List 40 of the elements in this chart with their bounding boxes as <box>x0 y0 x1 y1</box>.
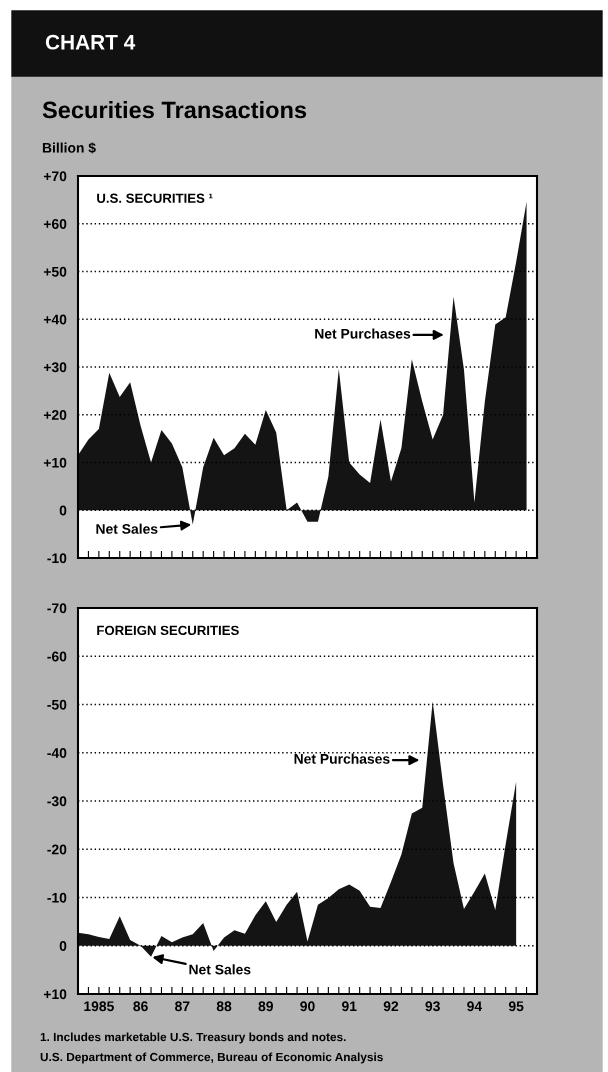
text: FOREIGN SECURITIES <box>97 625 239 636</box>
y-tick-label: -10 <box>47 553 67 564</box>
y-tick-label: +10 <box>43 457 67 468</box>
x-tick-label: 92 <box>383 1001 399 1012</box>
annotation: Net Purchases <box>294 753 390 764</box>
y-tick-label: 0 <box>59 941 67 951</box>
y-tick-label: -20 <box>47 844 67 855</box>
y-axis-title: Billion $ <box>42 142 96 154</box>
chart-title: Securities Transactions <box>42 101 307 119</box>
y-tick-label: 0 <box>59 505 67 516</box>
caption: CHART 4 <box>45 34 136 50</box>
y-tick-label: -70 <box>47 603 67 614</box>
annotation: Net Sales <box>189 964 251 975</box>
x-tick-label: 91 <box>341 1001 357 1012</box>
text: 1. Includes marketable U.S. Treasury bonds and notes. <box>40 1032 346 1044</box>
y-tick-label: +60 <box>43 219 67 229</box>
x-tick-label: 93 <box>425 1001 440 1012</box>
x-tick-label: 86 <box>133 1001 148 1012</box>
y-tick-label: -60 <box>47 651 67 662</box>
x-tick-label: 94 <box>467 1001 483 1012</box>
y-tick-label: +20 <box>43 410 67 420</box>
y-tick-label: +10 <box>43 989 67 1000</box>
annotation: Net Purchases <box>315 328 411 339</box>
y-tick-label: +30 <box>43 362 67 373</box>
x-tick-label: 88 <box>216 1001 232 1012</box>
text: U.S. SECURITIES ¹ <box>97 193 213 203</box>
y-tick-label: +70 <box>43 171 67 182</box>
y-tick-label: -50 <box>47 699 67 710</box>
y-tick-label: -10 <box>47 892 67 903</box>
text: U.S. Department of Commerce, Bureau of Economic Analysis <box>40 1052 383 1064</box>
y-tick-label: +50 <box>43 266 67 277</box>
y-tick-label: -40 <box>47 748 67 758</box>
x-tick-label: 90 <box>300 1001 315 1012</box>
x-tick-label: 89 <box>258 1001 273 1012</box>
x-tick-label: 1985 <box>84 1001 114 1012</box>
x-tick-label: 87 <box>175 1001 190 1012</box>
annotation: Net Sales <box>96 523 158 534</box>
x-tick-label: 95 <box>508 1001 524 1012</box>
y-tick-label: -30 <box>47 796 67 807</box>
y-tick-label: +40 <box>43 314 67 325</box>
